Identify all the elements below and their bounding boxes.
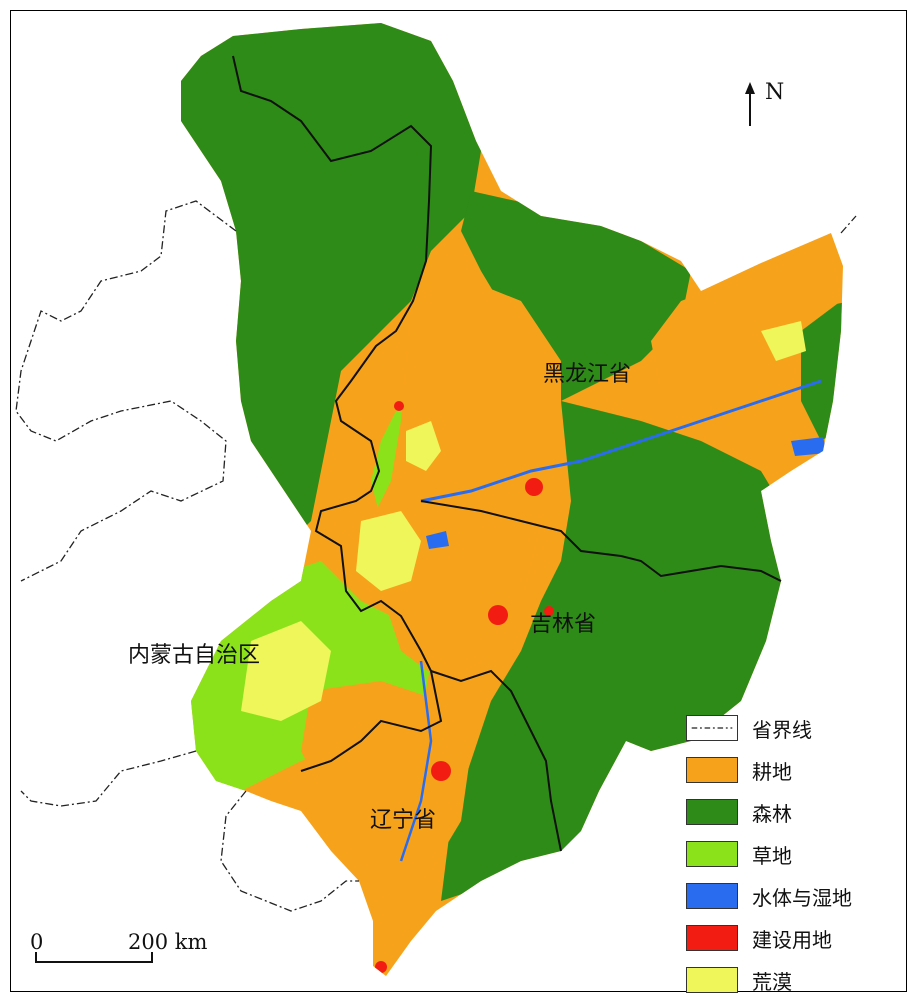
legend-swatch xyxy=(686,799,738,825)
legend-item: 荒漠 xyxy=(684,964,894,994)
farmland-liaohe xyxy=(301,681,471,901)
legend-item: 草地 xyxy=(684,838,894,868)
outer-boundaries xyxy=(15,200,857,912)
desert-horqin xyxy=(356,511,421,591)
label-inner-mongolia: 内蒙古自治区 xyxy=(128,643,261,668)
legend-label: 水体与湿地 xyxy=(752,886,852,910)
legend-swatch xyxy=(686,925,738,951)
farmland-sanjiang xyxy=(651,251,841,421)
north-letter: N xyxy=(765,80,785,105)
legend-label-boundary: 省界线 xyxy=(752,718,812,742)
forest-northeast xyxy=(461,191,691,401)
legend-swatch xyxy=(686,967,738,993)
legend-label: 草地 xyxy=(752,844,792,868)
scale-end-label: 200 km xyxy=(128,930,208,954)
north-arrow-icon xyxy=(745,82,755,126)
label-jilin: 吉林省 xyxy=(530,612,597,637)
water-wetland xyxy=(426,531,449,549)
boundary-line-icon xyxy=(686,715,738,741)
forest-east xyxy=(441,401,791,901)
desert-west xyxy=(241,621,331,721)
province-boundaries xyxy=(232,55,782,852)
built-changchun xyxy=(488,605,508,625)
legend-label: 建设用地 xyxy=(752,928,832,952)
water-khanka xyxy=(791,437,827,456)
scale-start-label: 0 xyxy=(30,930,44,954)
legend-item: 森林 xyxy=(684,796,894,826)
legend-swatch xyxy=(686,757,738,783)
map-frame xyxy=(10,10,907,992)
legend-swatch xyxy=(686,883,738,909)
desert-east xyxy=(761,321,806,361)
water-liaohe xyxy=(399,660,433,862)
built-dalian xyxy=(375,961,387,973)
legend-item: 耕地 xyxy=(684,754,894,784)
label-liaoning: 辽宁省 xyxy=(370,808,437,833)
legend-item-boundary: 省界线 xyxy=(684,712,894,742)
legend-item: 水体与湿地 xyxy=(684,880,894,910)
forest-northwest xyxy=(181,23,481,541)
legend-label: 荒漠 xyxy=(752,970,792,994)
built-harbin xyxy=(525,478,543,496)
legend-item: 建设用地 xyxy=(684,922,894,952)
land-cover-map xyxy=(15,23,857,976)
built-qiqihar xyxy=(394,401,404,411)
label-heilongjiang: 黑龙江省 xyxy=(543,362,632,387)
scale-bar xyxy=(35,952,153,963)
built-jilin xyxy=(544,606,554,616)
legend-swatch xyxy=(686,841,738,867)
desert-north xyxy=(406,421,441,471)
water-songhua xyxy=(420,379,822,503)
legend-label: 耕地 xyxy=(752,760,792,784)
legend-label: 森林 xyxy=(752,802,792,826)
built-shenyang xyxy=(431,761,451,781)
